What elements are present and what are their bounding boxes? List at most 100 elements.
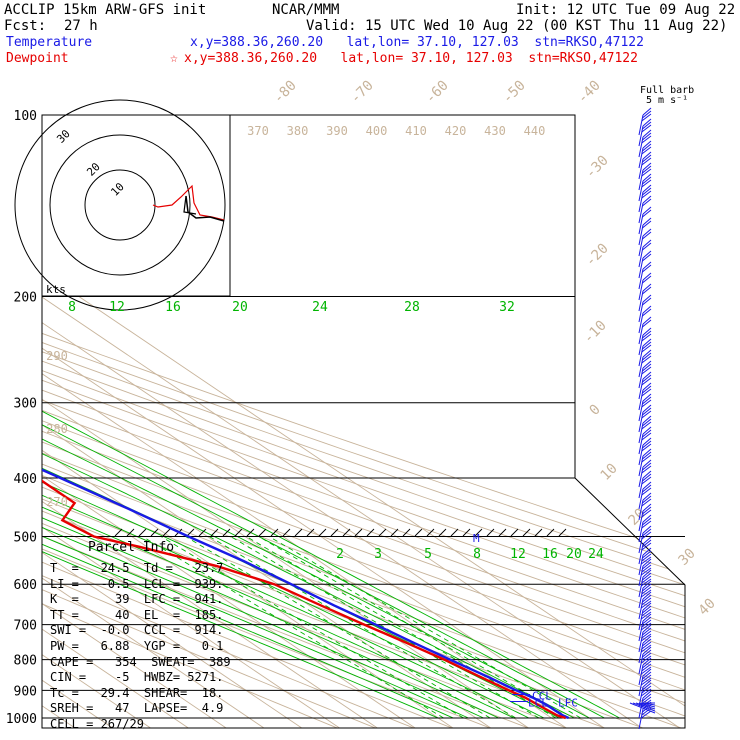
wind-barb-flag	[642, 107, 652, 116]
wind-barb-flag	[642, 517, 652, 526]
wind-barb-staff	[638, 246, 644, 268]
wind-barb-flag	[641, 487, 652, 496]
isotherm-line	[42, 115, 382, 728]
hatch-mark	[114, 528, 123, 537]
hatch-mark	[318, 528, 327, 537]
wind-barb-flag	[642, 440, 652, 449]
hatch-mark	[378, 528, 387, 537]
isotherm-label: -50	[500, 78, 529, 107]
hatch-mark	[198, 528, 207, 537]
wind-barb-staff	[638, 411, 644, 433]
wind-barb	[638, 283, 652, 312]
temperature-legend-info: x,y=388.36,260.20 lat,lon= 37.10, 127.03…	[190, 35, 644, 50]
hatch-mark	[126, 528, 135, 537]
isotherm-line	[0, 102, 4, 731]
mixing-ratio-line	[142, 536, 444, 719]
wind-barbs	[629, 107, 656, 730]
parcel-info-title: Parcel Info	[88, 540, 175, 555]
hatch-mark	[558, 528, 567, 537]
wind-barb-staff	[638, 345, 644, 367]
wind-barb-flag	[641, 454, 652, 463]
hatch-mark	[534, 528, 543, 537]
wind-barb-flag	[642, 162, 652, 171]
wind-barb-staff	[638, 488, 644, 510]
wind-barb	[638, 162, 652, 191]
wind-barb-staff	[638, 455, 644, 477]
wind-barb-staff	[638, 587, 644, 609]
hatch-mark	[270, 528, 279, 537]
wind-barb	[638, 206, 652, 235]
hatch-mark	[390, 528, 399, 537]
wind-barb-staff	[638, 169, 644, 191]
wind-barb-flag	[641, 355, 652, 364]
wind-barb	[638, 624, 652, 653]
wind-barb-flag	[641, 113, 652, 122]
parcel-info-row: T = 24.5 Td = 23.7	[50, 561, 224, 575]
wind-barb-flag	[642, 561, 652, 570]
wind-barb-flag	[641, 124, 652, 133]
hatch-mark	[450, 528, 459, 537]
wind-barb	[638, 448, 652, 477]
hatch-mark	[282, 528, 291, 537]
wind-barb-flag	[641, 333, 652, 342]
wind-barb	[638, 569, 652, 598]
wind-barb-flag	[642, 250, 652, 259]
wind-barb	[638, 547, 652, 576]
hatch-mark	[402, 528, 411, 537]
wind-barb-flag	[642, 437, 652, 446]
wind-barb-staff	[638, 191, 644, 213]
wind-barb	[638, 261, 652, 290]
wind-barb-flag	[642, 407, 652, 416]
valid-time: Valid: 15 UTC Wed 10 Aug 22 (00 KST Thu …	[306, 18, 728, 34]
hatch-mark	[330, 528, 339, 537]
wind-barb-flag	[641, 652, 652, 661]
wind-barb	[638, 151, 652, 180]
wind-barb	[638, 338, 652, 367]
wind-barb-flag	[642, 624, 652, 633]
theta-label: 370	[247, 124, 269, 138]
wind-barb-staff	[638, 367, 644, 389]
wind-barb-flag	[641, 388, 652, 397]
wind-barb-flag	[642, 404, 652, 413]
dry-adiabat	[42, 115, 685, 728]
wind-barb-staff	[638, 499, 644, 521]
wind-barb-flag	[642, 396, 652, 405]
wind-barb-flag	[641, 168, 652, 177]
wind-barb	[638, 415, 652, 444]
dry-adiabat	[42, 115, 345, 728]
wind-barb-flag	[642, 473, 652, 482]
wind-barb-staff	[638, 466, 644, 488]
wind-barb-flag	[641, 575, 652, 584]
wind-barb-flag	[640, 644, 652, 653]
wind-barb-flag	[641, 465, 652, 474]
wind-barb-surface	[632, 702, 656, 712]
wind-barb-flag	[642, 206, 652, 215]
hodograph-frame	[41, 114, 231, 297]
wind-barb-staff	[638, 653, 644, 675]
wind-barb-flag	[642, 316, 652, 325]
wind-barb	[638, 657, 652, 686]
parcel-info-row: K = 39 LFC = 941.	[50, 592, 224, 607]
wind-barb-flag	[642, 616, 652, 625]
wind-barb-flag	[640, 688, 652, 697]
wind-barb-flag	[641, 421, 652, 430]
wind-barb-staff	[638, 510, 644, 532]
wind-barb-flag	[642, 118, 652, 127]
hodograph-trace-black-2	[183, 195, 197, 215]
wind-barb-flag	[641, 157, 652, 166]
wind-barb-flag	[642, 385, 652, 394]
wind-barb	[638, 327, 652, 356]
wind-barb	[638, 536, 652, 565]
isotherm-line	[42, 115, 685, 728]
wind-barb-flag	[642, 341, 652, 350]
dry-adiabat	[42, 115, 651, 728]
wind-barb	[638, 646, 652, 675]
wind-barb-staff	[638, 202, 644, 224]
wind-barb	[638, 393, 652, 422]
hatch-mark	[498, 528, 507, 537]
mixing-ratio-label: 20	[566, 547, 582, 562]
wind-barb-flag	[642, 264, 652, 273]
wind-barb-staff	[638, 631, 644, 653]
parcel-info-row: PW = 6.88 YGP = 0.1	[50, 639, 224, 653]
wind-barb-staff	[638, 312, 644, 334]
